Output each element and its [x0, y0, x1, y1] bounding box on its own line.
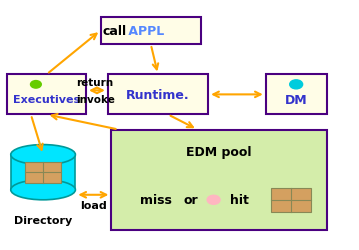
Ellipse shape — [11, 180, 75, 200]
Text: return: return — [76, 78, 114, 88]
Text: Executives: Executives — [13, 95, 80, 105]
Text: call: call — [102, 25, 126, 38]
Text: load: load — [80, 200, 107, 210]
Circle shape — [290, 80, 303, 90]
Text: Runtime.: Runtime. — [126, 88, 190, 102]
FancyBboxPatch shape — [271, 188, 311, 212]
Text: Directory: Directory — [14, 215, 72, 225]
Ellipse shape — [11, 145, 75, 165]
Text: APPL: APPL — [124, 25, 164, 38]
FancyBboxPatch shape — [7, 75, 86, 115]
Circle shape — [31, 81, 41, 89]
Text: EDM pool: EDM pool — [186, 145, 252, 158]
FancyBboxPatch shape — [111, 130, 327, 230]
Text: invoke: invoke — [76, 94, 115, 104]
FancyBboxPatch shape — [108, 75, 208, 115]
Text: or: or — [183, 194, 198, 206]
Text: hit: hit — [230, 194, 249, 206]
FancyBboxPatch shape — [25, 162, 61, 183]
Text: DM: DM — [285, 94, 308, 106]
FancyBboxPatch shape — [101, 18, 201, 45]
Polygon shape — [11, 155, 75, 190]
FancyBboxPatch shape — [266, 75, 327, 115]
Text: miss: miss — [140, 194, 172, 206]
Circle shape — [207, 196, 220, 204]
